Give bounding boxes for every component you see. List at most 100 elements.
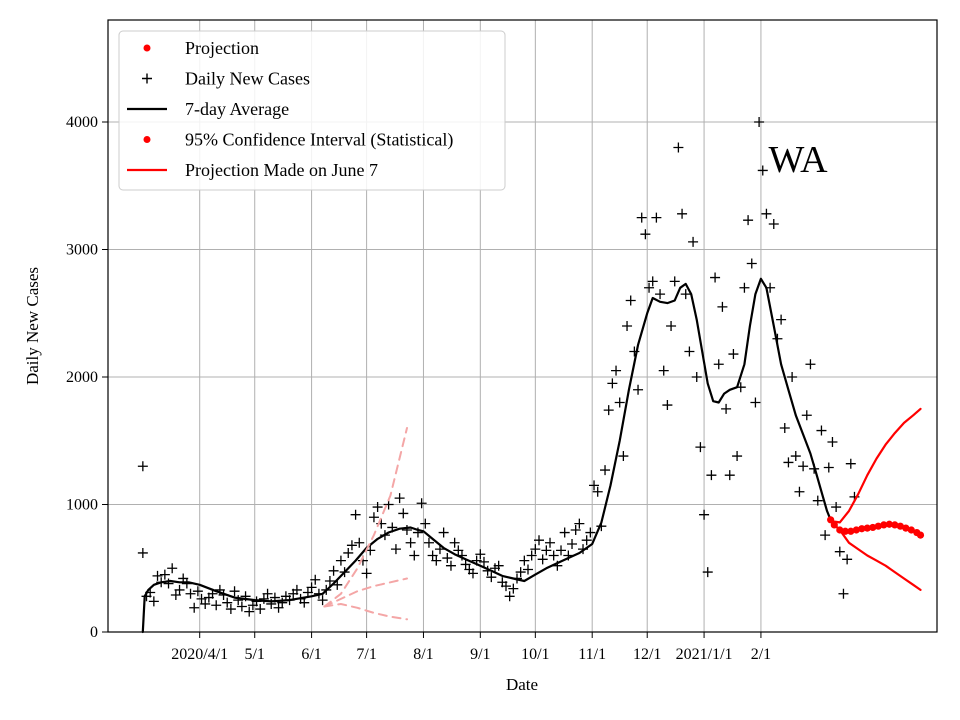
daily-new-case-point <box>449 537 460 548</box>
projection-point <box>885 520 893 528</box>
daily-new-case-point <box>262 588 273 599</box>
daily-new-case-point <box>640 229 651 240</box>
daily-new-case-point <box>669 276 680 287</box>
daily-new-case-point <box>823 462 834 473</box>
projection-point <box>852 526 860 534</box>
daily-new-case-point <box>291 584 302 595</box>
daily-new-case-point <box>600 465 611 476</box>
daily-new-case-point <box>787 372 798 382</box>
daily-new-case-point <box>299 597 310 608</box>
daily-new-case-point <box>581 535 592 546</box>
daily-new-case-point <box>519 555 530 566</box>
daily-new-case-point <box>699 509 710 520</box>
projection-point <box>896 522 904 530</box>
projection-made-on-june-7-lower-line <box>323 603 408 621</box>
daily-new-case-point <box>724 470 735 481</box>
daily-new-case-point <box>167 563 178 574</box>
daily-new-case-point <box>493 560 504 571</box>
daily-new-case-point <box>548 550 559 561</box>
daily-new-case-point <box>585 527 596 538</box>
x-tick-label: 5/1 <box>244 646 264 663</box>
daily-new-case-point <box>423 537 434 548</box>
projection-made-on-june-7-upper-line <box>323 427 408 608</box>
daily-new-case-point <box>559 527 570 538</box>
daily-new-case-point <box>416 498 427 509</box>
daily-new-case-point <box>534 535 545 546</box>
y-tick-label: 1000 <box>66 497 98 514</box>
daily-new-case-point <box>500 581 511 592</box>
daily-new-case-point <box>655 289 666 300</box>
daily-new-case-point <box>545 537 556 548</box>
daily-new-case-point <box>442 553 453 564</box>
daily-new-case-point <box>556 545 567 556</box>
daily-new-case-point <box>713 359 724 370</box>
daily-new-case-point <box>211 600 222 611</box>
daily-new-case-point <box>684 346 695 357</box>
daily-new-case-point <box>526 550 537 561</box>
daily-new-case-point <box>504 591 515 602</box>
daily-new-case-point <box>633 384 644 395</box>
projection-made-on-june-7-median-line <box>323 577 408 608</box>
daily-new-case-point <box>805 359 816 370</box>
daily-new-case-point <box>838 588 849 599</box>
daily-new-case-point <box>486 572 497 583</box>
x-axis-title: Date <box>506 675 538 694</box>
x-tick-label: 2021/1/1 <box>676 646 733 663</box>
projection-point <box>902 524 910 532</box>
daily-new-case-point <box>475 549 486 560</box>
daily-new-case-point <box>702 567 713 578</box>
daily-new-case-point <box>644 282 655 293</box>
daily-new-case-point <box>614 397 625 408</box>
x-tick-label: 2020/4/1 <box>171 646 228 663</box>
projection-point <box>891 521 899 529</box>
daily-new-case-point <box>137 547 148 558</box>
daily-new-case-point <box>515 567 526 578</box>
daily-new-case-point <box>798 461 809 472</box>
y-axis-title: Daily New Cases <box>23 267 42 385</box>
daily-new-case-point <box>574 518 585 529</box>
daily-new-case-point <box>688 236 699 247</box>
daily-new-case-point <box>244 606 255 617</box>
x-tick-label: 10/1 <box>521 646 549 663</box>
legend-marker-plus <box>142 73 152 84</box>
daily-new-case-point <box>607 378 618 389</box>
daily-new-case-point <box>185 588 196 599</box>
daily-new-case-point <box>258 593 269 604</box>
daily-new-case-point <box>845 458 856 469</box>
daily-new-case-point <box>174 584 185 595</box>
daily-new-case-point <box>192 586 203 597</box>
daily-new-case-point <box>409 550 420 561</box>
daily-new-case-point <box>453 545 464 556</box>
daily-new-case-point <box>754 117 765 127</box>
legend-label: Projection Made on June 7 <box>185 160 378 180</box>
daily-new-case-point <box>343 547 354 558</box>
daily-new-case-point <box>324 576 335 586</box>
daily-new-case-point <box>710 272 721 283</box>
daily-new-case-point <box>467 568 478 579</box>
daily-new-case-point <box>662 400 673 411</box>
daily-new-case-point <box>658 365 669 376</box>
daily-new-case-point <box>666 321 677 331</box>
y-tick-label: 2000 <box>66 369 98 386</box>
plot-frame <box>107 19 938 633</box>
daily-new-case-point <box>750 397 761 408</box>
legend-label: Projection <box>185 38 259 58</box>
daily-new-case-point <box>159 569 170 580</box>
daily-new-case-point <box>368 512 379 523</box>
daily-new-case-point <box>611 365 622 376</box>
daily-new-case-point <box>350 509 361 520</box>
daily-new-case-point <box>816 425 827 436</box>
projection-point <box>907 526 915 534</box>
daily-new-case-point <box>801 410 812 421</box>
legend-label: 95% Confidence Interval (Statistical) <box>185 130 453 151</box>
daily-new-case-point <box>255 604 266 615</box>
daily-new-case-point <box>768 219 779 229</box>
daily-new-case-point <box>277 597 288 608</box>
daily-new-case-point <box>200 598 211 609</box>
daily-new-case-point <box>779 423 790 433</box>
daily-new-case-point <box>508 583 519 594</box>
daily-new-case-point <box>460 559 471 570</box>
daily-new-case-point <box>420 518 431 529</box>
projection-point <box>869 523 877 532</box>
daily-new-case-point <box>721 403 732 414</box>
